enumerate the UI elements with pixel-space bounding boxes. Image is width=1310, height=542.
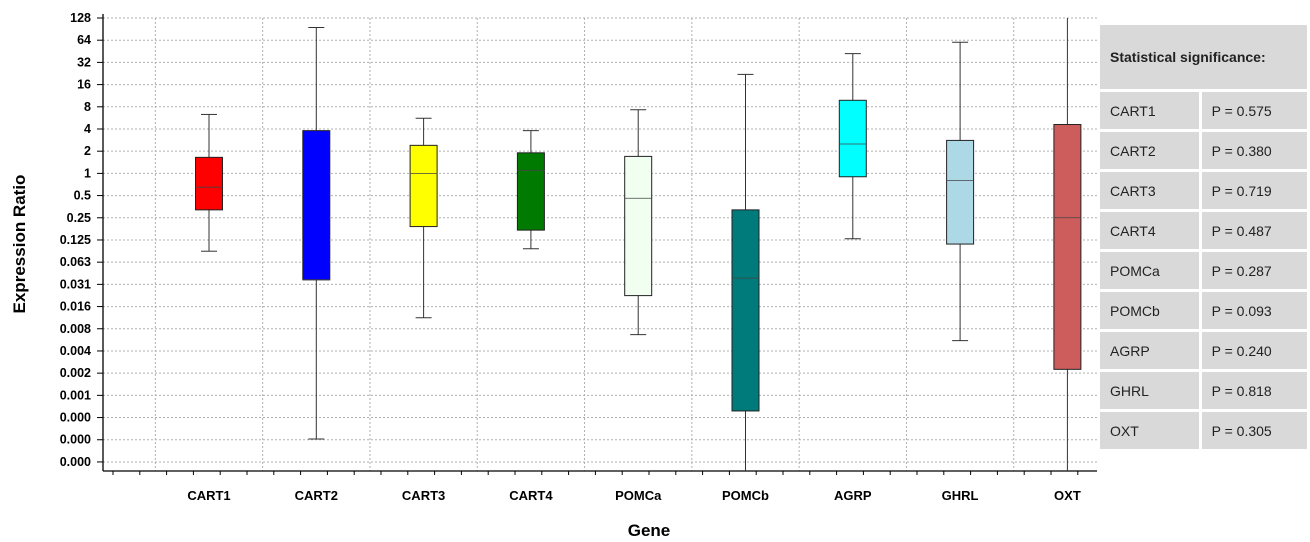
x-tick-label: AGRP: [834, 488, 872, 503]
box-oxt: [1053, 18, 1082, 471]
y-tick-label: 0.000: [60, 433, 91, 447]
gene-cell: GHRL: [1100, 372, 1199, 409]
gene-cell: POMCb: [1100, 292, 1199, 329]
p-value-cell: P = 0.818: [1201, 372, 1307, 409]
box-body: [195, 156, 223, 211]
axes: 0.000 0.000 0.000 0.001 0.002 0.004 0.008 0.016…: [60, 11, 1097, 503]
x-tick-label: CART4: [509, 488, 553, 503]
gridlines: [103, 17, 1097, 471]
y-tick-label: 0.000: [60, 411, 91, 425]
x-tick-label: CART1: [187, 488, 230, 503]
p-value-cell: P = 0.093: [1201, 292, 1307, 329]
y-tick-label: 0.125: [60, 233, 91, 247]
box-agrp: [838, 53, 867, 240]
box-body: [838, 99, 867, 178]
boxes: [195, 18, 1082, 471]
x-tick-label: OXT: [1054, 488, 1081, 503]
statistical-significance-table: Statistical significance: CART1 P = 0.575…: [1097, 22, 1310, 452]
gene-cell: AGRP: [1100, 332, 1199, 369]
y-tick-label: 32: [77, 55, 91, 69]
gene-cell: OXT: [1100, 412, 1199, 449]
box-cart1: [195, 113, 223, 252]
p-value-cell: P = 0.287: [1201, 252, 1307, 289]
box-pomcb: [731, 73, 760, 471]
y-tick-label: 0.000: [60, 455, 91, 469]
table-row: POMCa P = 0.287: [1100, 252, 1307, 289]
box-body: [946, 139, 975, 245]
table-row: CART3 P = 0.719: [1100, 172, 1307, 209]
x-tick-label: CART2: [295, 488, 338, 503]
x-tick-label: POMCa: [615, 488, 662, 503]
gene-cell: CART1: [1100, 92, 1199, 129]
y-tick-label: 0.016: [60, 300, 91, 314]
box-cart4: [516, 130, 545, 250]
y-tick-label: 1: [84, 166, 91, 180]
table-row: POMCb P = 0.093: [1100, 292, 1307, 329]
y-tick-label: 0.002: [60, 366, 91, 380]
gene-cell: CART4: [1100, 212, 1199, 249]
box-body: [302, 130, 331, 281]
x-tick-label: CART3: [402, 488, 445, 503]
box-body: [1053, 124, 1082, 370]
box-body: [624, 155, 653, 297]
box-body: [409, 144, 438, 228]
y-tick-label: 0.25: [67, 211, 91, 225]
p-value-cell: P = 0.240: [1201, 332, 1307, 369]
y-tick-label: 0.5: [74, 189, 91, 203]
table-header-row: Statistical significance:: [1100, 25, 1307, 89]
y-tick-label: 2: [84, 144, 91, 158]
gene-cell: CART3: [1100, 172, 1199, 209]
p-value-cell: P = 0.380: [1201, 132, 1307, 169]
table-row: CART4 P = 0.487: [1100, 212, 1307, 249]
box-cart2: [302, 27, 331, 440]
table-row: CART2 P = 0.380: [1100, 132, 1307, 169]
table-header: Statistical significance:: [1100, 25, 1307, 89]
y-axis-title: Expression Ratio: [10, 175, 29, 314]
gene-cell: CART2: [1100, 132, 1199, 169]
y-tick-label: 4: [84, 122, 91, 136]
y-tick-label: 0.004: [60, 344, 91, 358]
box-body: [516, 152, 545, 231]
box-pomca: [624, 109, 653, 336]
y-tick-label: 16: [77, 78, 91, 92]
y-tick-label: 128: [70, 11, 91, 25]
gene-cell: POMCa: [1100, 252, 1199, 289]
y-tick-label: 0.008: [60, 322, 91, 336]
x-axis-title: Gene: [628, 521, 671, 540]
y-tick-label: 0.031: [60, 277, 91, 291]
p-value-cell: P = 0.575: [1201, 92, 1307, 129]
p-value-cell: P = 0.305: [1201, 412, 1307, 449]
x-tick-label: POMCb: [722, 488, 769, 503]
box-ghrl: [946, 41, 975, 342]
y-tick-label: 0.063: [60, 255, 91, 269]
y-tick-label: 0.001: [60, 388, 91, 402]
box-cart3: [409, 117, 438, 319]
p-value-cell: P = 0.719: [1201, 172, 1307, 209]
y-tick-label: 64: [77, 33, 91, 47]
table-row: AGRP P = 0.240: [1100, 332, 1307, 369]
y-tick-label: 8: [84, 100, 91, 114]
p-value-cell: P = 0.487: [1201, 212, 1307, 249]
box-body: [731, 209, 760, 412]
table-row: GHRL P = 0.818: [1100, 372, 1307, 409]
x-tick-label: GHRL: [942, 488, 979, 503]
table-row: OXT P = 0.305: [1100, 412, 1307, 449]
table-row: CART1 P = 0.575: [1100, 92, 1307, 129]
